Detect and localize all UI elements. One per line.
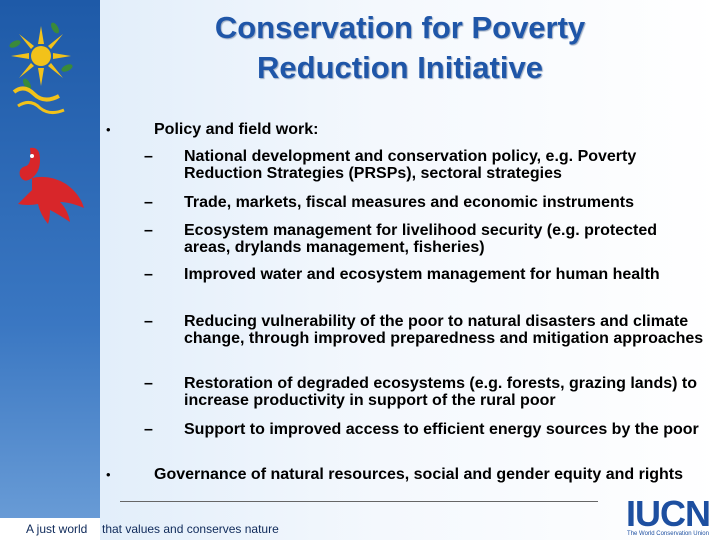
sub-bullet-marker: – <box>144 375 153 392</box>
iucn-logo: IUCN The World Conservation Union <box>618 496 718 540</box>
footer-strip <box>0 518 100 540</box>
bullet-marker: • <box>106 122 111 137</box>
logo-subtitle: The World Conservation Union <box>627 531 709 537</box>
bullet-policy-field-work: Policy and field work: <box>154 121 319 138</box>
bullet-marker: • <box>106 467 111 482</box>
footer-tagline-part2: that values and conserves nature <box>102 522 279 536</box>
sub-item-restoration: Restoration of degraded ecosystems (e.g.… <box>184 375 697 409</box>
slide-title: Conservation for Poverty Reduction Initi… <box>214 10 586 85</box>
footer-divider <box>120 501 598 502</box>
footer-tagline-part1: A just world <box>26 522 88 536</box>
content-background <box>100 0 720 540</box>
sub-item-energy-access: Support to improved access to efficient … <box>184 421 699 438</box>
sub-bullet-marker: – <box>144 194 153 211</box>
sub-item-trade-markets: Trade, markets, fiscal measures and econ… <box>184 194 634 211</box>
sun-emblem-icon <box>9 22 73 115</box>
logo-wordmark: IUCN <box>626 493 711 534</box>
sub-bullet-marker: – <box>144 266 153 283</box>
sidebar-band <box>0 0 100 540</box>
bird-emblem-icon <box>18 147 84 224</box>
bullet-governance: Governance of natural resources, social … <box>154 466 684 483</box>
sub-bullet-marker: – <box>144 421 153 438</box>
sub-item-national-policy: National development and conservation po… <box>184 148 637 182</box>
sub-item-water-health: Improved water and ecosystem management … <box>184 266 660 283</box>
sub-bullet-marker: – <box>144 148 153 165</box>
footer: A just world that values and conserves n… <box>0 518 720 540</box>
sub-item-ecosystem-management: Ecosystem management for livelihood secu… <box>184 222 658 256</box>
sub-item-reducing-vulnerability: Reducing vulnerability of the poor to na… <box>184 313 704 347</box>
sub-bullet-marker: – <box>144 222 153 239</box>
sub-bullet-marker: – <box>144 313 153 330</box>
